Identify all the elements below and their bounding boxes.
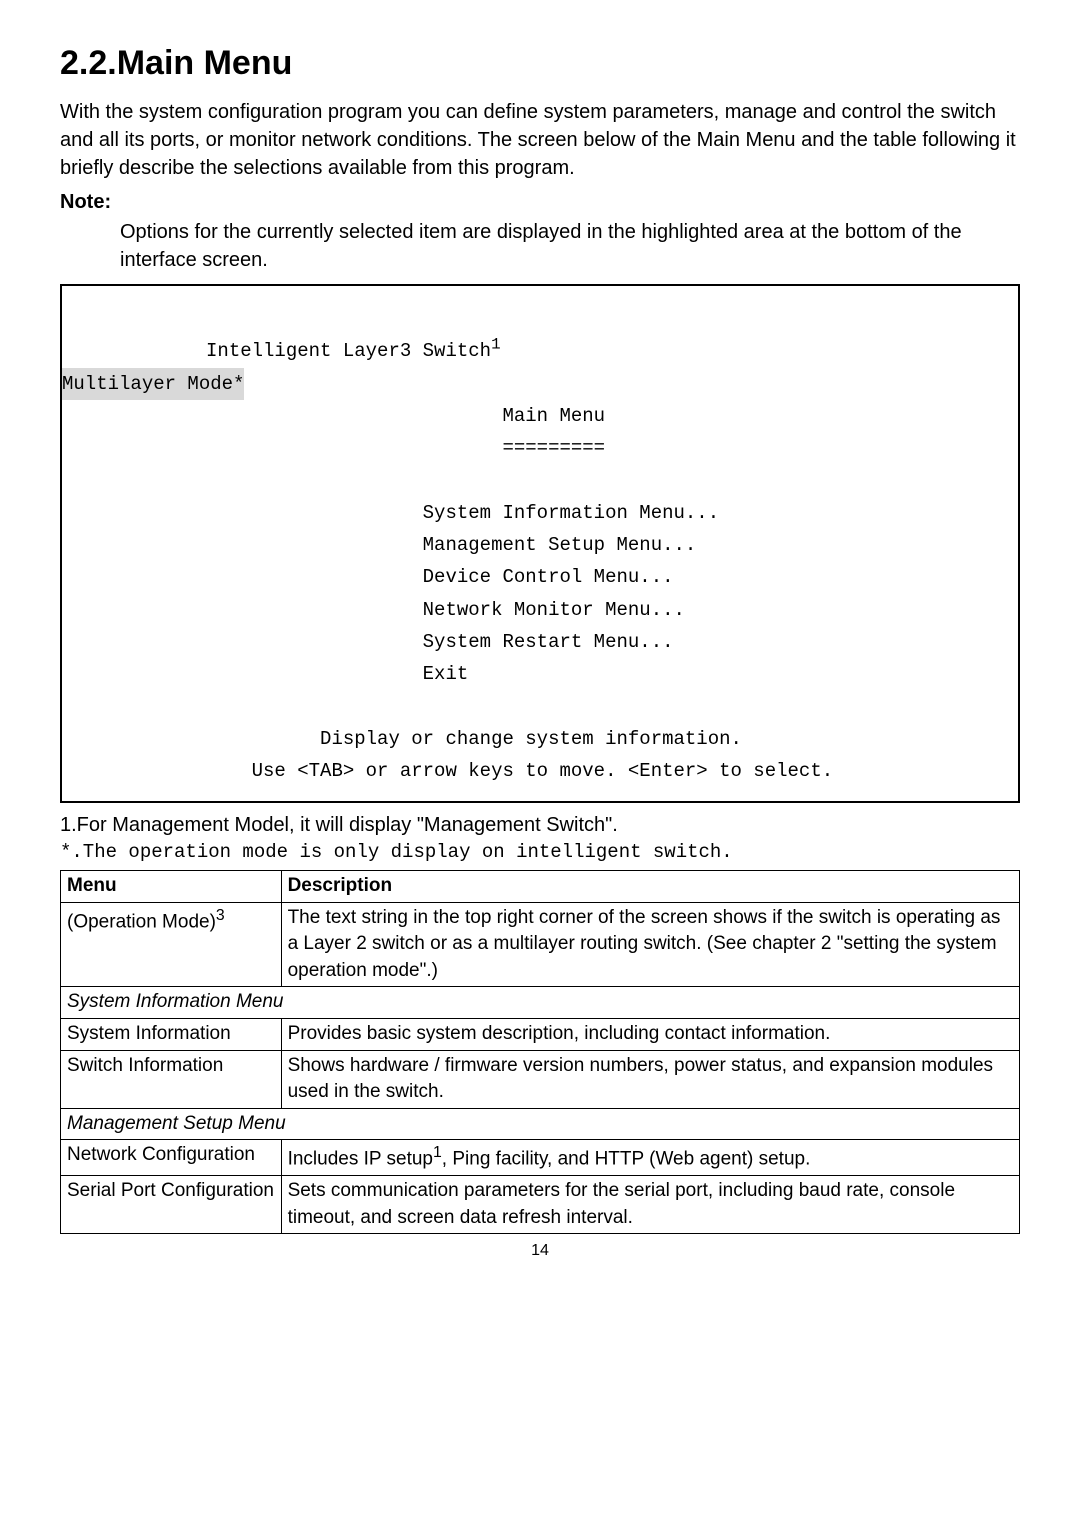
terminal-divider: =========: [62, 437, 605, 459]
table-section-header: Management Setup Menu: [61, 1108, 1020, 1140]
table-row: System Information Provides basic system…: [61, 1018, 1020, 1050]
table-row: Network Configuration Includes IP setup1…: [61, 1140, 1020, 1176]
note-label: Note:: [60, 188, 1020, 216]
table-row: Serial Port Configuration Sets communica…: [61, 1176, 1020, 1234]
terminal-menu-item: Exit: [62, 663, 468, 685]
table-row: (Operation Mode)3 The text string in the…: [61, 902, 1020, 987]
page-title: 2.2.Main Menu: [60, 40, 1020, 88]
terminal-screenshot: Intelligent Layer3 Switch1 Multilayer Mo…: [60, 284, 1020, 804]
terminal-menu-item: Management Setup Menu...: [62, 534, 696, 556]
terminal-menu-item: System Restart Menu...: [62, 631, 674, 653]
table-header-menu: Menu: [61, 870, 282, 902]
page-number: 14: [60, 1240, 1020, 1262]
terminal-main-menu-label: Main Menu: [62, 405, 605, 427]
footnote-1: 1.For Management Model, it will display …: [60, 811, 1020, 839]
terminal-hint-line: Display or change system information.: [62, 728, 742, 750]
menu-description-table: Menu Description (Operation Mode)3 The t…: [60, 870, 1020, 1234]
table-section-header: System Information Menu: [61, 987, 1020, 1019]
terminal-menu-item: Network Monitor Menu...: [62, 599, 685, 621]
terminal-modeline: Multilayer Mode*: [62, 368, 244, 400]
intro-paragraph: With the system configuration program yo…: [60, 98, 1020, 182]
note-body: Options for the currently selected item …: [120, 218, 1020, 274]
table-row: Switch Information Shows hardware / firm…: [61, 1050, 1020, 1108]
terminal-menu-item: System Information Menu...: [62, 502, 719, 524]
footnote-star: *.The operation mode is only display on …: [60, 839, 1020, 866]
terminal-hint-line: Use <TAB> or arrow keys to move. <Enter>…: [62, 760, 833, 782]
terminal-title: Intelligent Layer3 Switch1: [62, 340, 501, 362]
terminal-menu-item: Device Control Menu...: [62, 566, 674, 588]
table-header-desc: Description: [281, 870, 1019, 902]
